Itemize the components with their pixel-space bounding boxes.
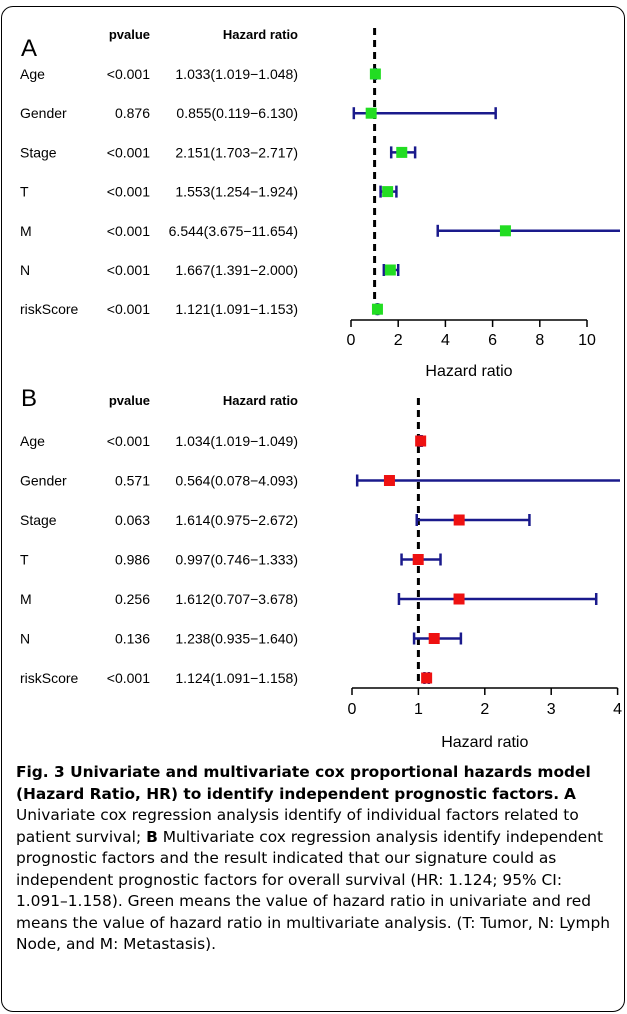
- hr-marker: [382, 186, 394, 198]
- x-tick-label: 1: [414, 701, 423, 718]
- row-label: N: [20, 631, 30, 647]
- panel-label: A: [21, 35, 37, 62]
- caption-title: Fig. 3 Univariate and multivariate cox p…: [16, 763, 591, 803]
- pvalue-header: pvalue: [109, 27, 150, 42]
- x-tick-label: 10: [578, 332, 596, 349]
- figure-frame: [1, 6, 625, 1012]
- row-label: Stage: [20, 144, 57, 160]
- row-label: riskScore: [20, 301, 79, 317]
- x-tick-label: 6: [488, 332, 497, 349]
- hr-marker: [365, 107, 377, 119]
- row-pvalue: <0.001: [107, 670, 150, 686]
- hr-marker: [369, 68, 381, 80]
- row-label: Gender: [20, 105, 67, 121]
- row-label: M: [20, 591, 32, 607]
- row-label: Gender: [20, 473, 67, 489]
- row-pvalue: 0.986: [115, 552, 150, 568]
- x-tick-label: 0: [348, 701, 357, 718]
- row-hazard-ratio: 1.238(0.935−1.640): [175, 631, 298, 647]
- row-hazard-ratio: 6.544(3.675−11.654): [169, 223, 298, 239]
- hr-marker: [415, 435, 427, 447]
- row-hazard-ratio: 1.667(1.391−2.000): [175, 262, 298, 278]
- x-tick-label: 0: [347, 332, 356, 349]
- x-tick-label: 4: [613, 701, 622, 718]
- x-tick-label: 8: [535, 332, 544, 349]
- row-pvalue: <0.001: [107, 66, 150, 82]
- hr-marker: [453, 514, 465, 526]
- hr-marker: [384, 264, 396, 276]
- hr-marker: [383, 475, 395, 486]
- hr-marker: [499, 225, 511, 237]
- row-pvalue: <0.001: [107, 433, 150, 449]
- row-hazard-ratio: 0.997(0.746−1.333): [175, 552, 298, 568]
- caption-text-a: Univariate cox regression analysis ident…: [16, 806, 579, 846]
- row-hazard-ratio: 1.033(1.019−1.048): [175, 66, 298, 82]
- row-label: riskScore: [20, 670, 79, 686]
- row-label: Stage: [20, 512, 57, 528]
- caption-label-b: B: [146, 827, 158, 846]
- row-pvalue: <0.001: [107, 184, 150, 200]
- x-tick-label: 2: [394, 332, 403, 349]
- hr-marker: [453, 593, 465, 605]
- row-pvalue: <0.001: [107, 223, 150, 239]
- x-tick-label: 4: [441, 332, 450, 349]
- row-label: N: [20, 262, 30, 278]
- row-pvalue: 0.063: [115, 512, 150, 528]
- hr-marker: [421, 672, 433, 684]
- row-pvalue: <0.001: [107, 144, 150, 160]
- hr-marker: [396, 146, 408, 158]
- row-pvalue: 0.136: [115, 631, 150, 647]
- row-label: Age: [20, 433, 45, 449]
- hr-marker: [412, 554, 424, 565]
- x-axis-label: Hazard ratio: [425, 363, 512, 380]
- row-label: T: [20, 184, 29, 200]
- hr-marker: [371, 303, 383, 315]
- row-pvalue: 0.256: [115, 591, 150, 607]
- hazard-ratio-header: Hazard ratio: [223, 393, 298, 408]
- row-pvalue: 0.876: [115, 105, 150, 121]
- row-hazard-ratio: 1.612(0.707−3.678): [175, 591, 298, 607]
- row-label: M: [20, 223, 32, 239]
- row-pvalue: 0.571: [115, 473, 150, 489]
- hr-marker: [428, 633, 440, 644]
- pvalue-header: pvalue: [109, 393, 150, 408]
- hazard-ratio-header: Hazard ratio: [223, 27, 298, 42]
- row-hazard-ratio: 1.614(0.975−2.672): [175, 512, 298, 528]
- row-hazard-ratio: 2.151(1.703−2.717): [175, 144, 298, 160]
- row-pvalue: <0.001: [107, 262, 150, 278]
- row-label: T: [20, 552, 29, 568]
- panel-label: B: [21, 385, 37, 412]
- row-hazard-ratio: 0.855(0.119−6.130): [176, 105, 298, 121]
- row-pvalue: <0.001: [107, 301, 150, 317]
- row-label: Age: [20, 66, 45, 82]
- x-axis-label: Hazard ratio: [441, 734, 528, 751]
- row-hazard-ratio: 1.121(1.091−1.153): [175, 301, 298, 317]
- row-hazard-ratio: 1.553(1.254−1.924): [175, 184, 298, 200]
- row-hazard-ratio: 1.124(1.091−1.158): [175, 670, 298, 686]
- caption-text-b: Multivariate cox regression analysis ide…: [16, 827, 610, 954]
- x-tick-label: 3: [547, 701, 556, 718]
- x-tick-label: 2: [480, 701, 489, 718]
- row-hazard-ratio: 0.564(0.078−4.093): [175, 473, 298, 489]
- row-hazard-ratio: 1.034(1.019−1.049): [175, 433, 298, 449]
- figure-caption: Fig. 3 Univariate and multivariate cox p…: [16, 762, 616, 956]
- caption-label-a: A: [563, 784, 576, 803]
